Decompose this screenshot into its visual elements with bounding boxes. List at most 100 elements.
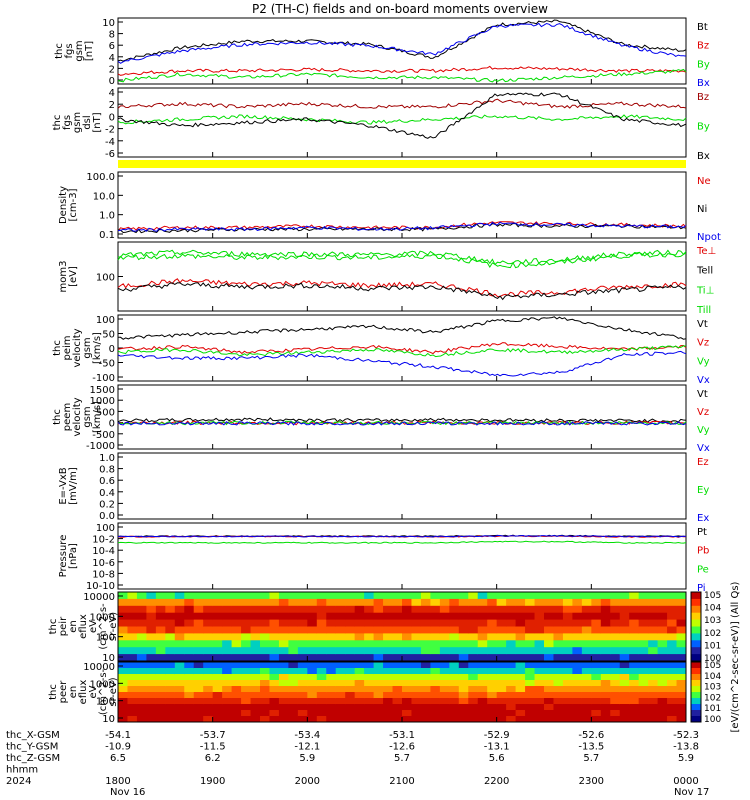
spectrogram-cell <box>534 640 545 648</box>
spectrogram-cell <box>278 647 289 655</box>
spectrogram-cell <box>676 698 687 705</box>
spectrogram-cell <box>544 662 554 669</box>
ephem-value: 5.7 <box>394 753 410 764</box>
spectrogram-cell <box>203 704 214 711</box>
spectrogram-cell <box>572 654 583 662</box>
spectrogram-cell <box>118 668 128 675</box>
spectrogram-cell <box>184 698 195 705</box>
spectrogram-cell <box>383 626 394 634</box>
spectrogram-cell <box>203 647 214 655</box>
spectrogram-cell <box>525 647 536 655</box>
ephem-value: -13.5 <box>578 742 604 753</box>
spectrogram-cell <box>392 662 403 669</box>
spectrogram-cell <box>468 710 479 717</box>
spectrogram-cell <box>553 680 564 687</box>
spectrogram-cell <box>260 619 270 627</box>
spectrogram-cell <box>477 592 488 600</box>
spectrogram-cell <box>496 654 507 662</box>
y-tick-label: 100 <box>96 273 115 284</box>
spectrogram-cell <box>222 605 233 614</box>
spectrogram-cell <box>260 716 270 723</box>
spectrogram-cell <box>260 633 270 641</box>
spectrogram-cell <box>619 605 630 614</box>
spectrogram-cell <box>629 674 640 681</box>
spectrogram-cell <box>411 619 422 627</box>
spectrogram-cell <box>326 654 337 662</box>
spectrogram-cell <box>250 662 261 669</box>
spectrogram-cell <box>392 598 403 607</box>
spectrogram-cell <box>354 662 365 669</box>
colorbar-segment <box>691 662 701 669</box>
spectrogram-cell <box>269 692 280 699</box>
spectrogram-cell <box>553 605 564 614</box>
spectrogram-cell <box>278 668 289 675</box>
spectrogram-cell <box>515 619 526 627</box>
spectrogram-cell <box>468 605 479 614</box>
spectrogram-cell <box>136 605 147 614</box>
spectrogram-cell <box>676 592 687 600</box>
spectrogram-cell <box>269 686 280 693</box>
spectrogram-cell <box>241 633 252 641</box>
spectrogram-cell <box>241 598 252 607</box>
spectrogram-cell <box>136 704 147 711</box>
spectrogram-cell <box>193 605 204 614</box>
spectrogram-cell <box>136 654 147 662</box>
spectrogram-cell <box>184 619 195 627</box>
spectrogram-cell <box>449 662 460 669</box>
panel-frame <box>117 87 687 158</box>
spectrogram-cell <box>506 668 517 675</box>
panel-10: 10000 1000 100 10 thc peer en eflux eV (cm^2-s-sr… <box>48 661 687 725</box>
spectrogram-cell <box>572 647 583 655</box>
spectrogram-cell <box>231 633 242 641</box>
spectrogram-cell <box>572 662 583 669</box>
spectrogram-cell <box>174 674 185 681</box>
spectrogram-cell <box>638 633 649 641</box>
spectrogram-cell <box>212 716 223 723</box>
spectrogram-cell <box>354 704 365 711</box>
spectrogram-cell <box>297 686 308 693</box>
legend-item: Vx <box>697 443 710 454</box>
spectrogram-cell <box>297 633 308 641</box>
spectrogram-cell <box>326 668 337 675</box>
spectrogram-cell <box>127 716 138 723</box>
spectrogram-cell <box>193 662 204 669</box>
spectrogram-cell <box>203 692 214 699</box>
spectrogram-cell <box>307 626 318 634</box>
spectrogram-cell <box>629 662 640 669</box>
spectrogram-cell <box>373 710 384 717</box>
spectrogram-cell <box>534 686 545 693</box>
spectrogram-cell <box>534 716 545 723</box>
spectrogram-cell <box>562 626 573 634</box>
spectrogram-cell <box>250 647 261 655</box>
spectrogram-cell <box>136 674 147 681</box>
spectrogram-cell <box>477 716 488 723</box>
spectrogram-cell <box>212 662 223 669</box>
spectrogram-cell <box>648 686 659 693</box>
spectrogram-cell <box>468 647 479 655</box>
spectrogram-cell <box>629 686 640 693</box>
series-line-Bz <box>117 65 687 76</box>
spectrogram-cell <box>629 716 640 723</box>
spectrogram-cell <box>184 647 195 655</box>
spectrogram-cell <box>174 605 185 614</box>
spectrogram-cell <box>600 698 611 705</box>
spectrogram-cell <box>222 662 233 669</box>
spectrogram-cell <box>629 592 640 600</box>
y-axis-label: peir <box>58 616 69 636</box>
spectrogram-cell <box>496 668 507 675</box>
spectrogram-cell <box>667 592 678 600</box>
spectrogram-cell <box>269 619 280 627</box>
spectrogram-cell <box>676 654 687 662</box>
y-axis-label: gsm <box>82 337 93 358</box>
spectrogram-cell <box>269 704 280 711</box>
spectrogram-cell <box>326 605 337 614</box>
spectrogram-cell <box>165 668 176 675</box>
spectrogram-cell <box>676 710 687 717</box>
spectrogram-cell <box>477 686 488 693</box>
spectrogram-cell <box>572 633 583 641</box>
ephem-value: -12.6 <box>389 742 415 753</box>
spectrogram-cell <box>544 698 554 705</box>
spectrogram-cell <box>449 692 460 699</box>
spectrogram-cell <box>610 662 621 669</box>
spectrogram-cell <box>667 633 678 641</box>
